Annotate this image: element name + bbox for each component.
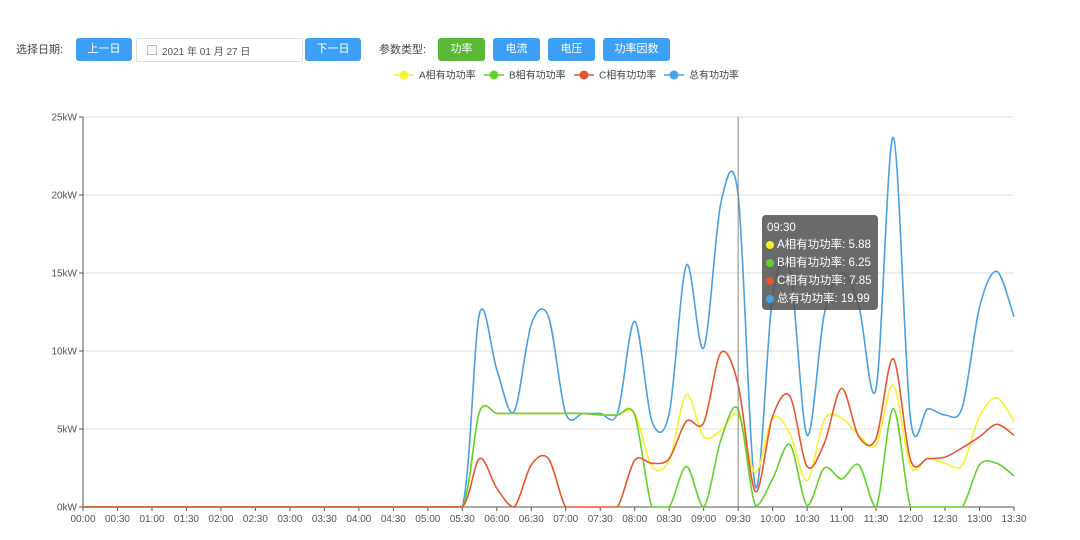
date-picker-input[interactable]: 2021 年 01 月 27 日 bbox=[136, 38, 303, 62]
legend-label: 总有功功率 bbox=[689, 69, 739, 82]
x-tick-label: 05:00 bbox=[415, 514, 440, 525]
legend-swatch-dot bbox=[399, 70, 409, 80]
dot-total-icon bbox=[766, 295, 774, 303]
x-tick-label: 11:30 bbox=[864, 514, 889, 525]
x-tick-label: 11:00 bbox=[829, 514, 854, 525]
type-voltage-button[interactable]: 电压 bbox=[548, 38, 595, 61]
x-tick-label: 00:00 bbox=[70, 514, 95, 525]
type-power-button[interactable]: 功率 bbox=[438, 38, 485, 61]
dot-a-icon bbox=[766, 241, 774, 249]
series-b-line bbox=[82, 404, 1015, 508]
tooltip-row-a: A相有功功率: 5.88 bbox=[766, 237, 871, 253]
series-a-line bbox=[82, 384, 1015, 508]
y-tick-label: 10kW bbox=[51, 347, 77, 358]
x-tick-label: 12:30 bbox=[933, 514, 958, 525]
series-c-line bbox=[82, 350, 1015, 508]
legend-swatch-dot bbox=[669, 70, 679, 80]
x-tick-label: 09:00 bbox=[691, 514, 716, 525]
param-type-label: 参数类型: bbox=[379, 44, 427, 56]
tooltip-row-c: C相有功功率: 7.85 bbox=[766, 273, 872, 289]
type-current-button[interactable]: 电流 bbox=[493, 38, 540, 61]
legend-label: C相有功功率 bbox=[599, 69, 656, 82]
tooltip-total-text: 总有功功率: 19.99 bbox=[777, 293, 870, 305]
x-tick-label: 12:00 bbox=[898, 514, 923, 525]
x-tick-label: 07:30 bbox=[588, 514, 613, 525]
chart-tooltip: 09:30 A相有功功率: 5.88 B相有功功率: 6.25 C相有功功率: … bbox=[762, 215, 878, 310]
x-tick-label: 03:00 bbox=[277, 514, 302, 525]
x-tick-label: 13:00 bbox=[967, 514, 992, 525]
tooltip-row-total: 总有功功率: 19.99 bbox=[766, 291, 870, 307]
x-tick-label: 04:00 bbox=[346, 514, 371, 525]
x-tick-label: 01:00 bbox=[139, 514, 164, 525]
x-tick-label: 01:30 bbox=[174, 514, 199, 525]
x-tick-label: 06:00 bbox=[484, 514, 509, 525]
x-tick-label: 03:30 bbox=[312, 514, 337, 525]
y-axis: 0kW 5kW 10kW 15kW 20kW 25kW bbox=[51, 113, 84, 514]
series-total-line bbox=[82, 136, 1015, 508]
x-tick-label: 13:30 bbox=[1001, 514, 1026, 525]
chart-legend: A相有功功率 B相有功功率 C相有功功率 总有功功率 bbox=[394, 69, 739, 82]
y-tick-label: 20kW bbox=[51, 191, 77, 202]
tooltip-b-text: B相有功功率: 6.25 bbox=[777, 257, 871, 269]
dot-b-icon bbox=[766, 259, 774, 267]
tooltip-row-b: B相有功功率: 6.25 bbox=[766, 255, 871, 271]
y-tick-label: 25kW bbox=[51, 113, 77, 124]
y-tick-label: 0kW bbox=[57, 503, 78, 514]
type-power-factor-button[interactable]: 功率因数 bbox=[603, 38, 670, 61]
chart-series bbox=[82, 136, 1015, 508]
next-day-button[interactable]: 下一日 bbox=[305, 38, 361, 61]
legend-swatch-dot bbox=[579, 70, 589, 80]
x-tick-label: 02:30 bbox=[243, 514, 268, 525]
x-axis: 00:00 00:30 01:00 01:30 02:00 02:30 03:00 03:30… bbox=[70, 507, 1027, 525]
toolbar: 选择日期: 上一日 2021 年 01 月 27 日 下一日 参数类型: 功率 … bbox=[0, 0, 1080, 62]
prev-day-button[interactable]: 上一日 bbox=[76, 38, 132, 61]
x-tick-label: 08:30 bbox=[657, 514, 682, 525]
x-tick-label: 00:30 bbox=[105, 514, 130, 525]
chart-grid bbox=[83, 116, 1014, 508]
dot-c-icon bbox=[766, 277, 774, 285]
date-label: 选择日期: bbox=[16, 44, 64, 56]
legend-swatch-dot bbox=[489, 70, 499, 80]
x-tick-label: 05:30 bbox=[450, 514, 475, 525]
x-tick-label: 08:00 bbox=[622, 514, 647, 525]
legend-label: A相有功功率 bbox=[419, 69, 476, 82]
legend-label: B相有功功率 bbox=[509, 69, 566, 82]
x-tick-label: 09:30 bbox=[726, 514, 751, 525]
x-tick-label: 06:30 bbox=[519, 514, 544, 525]
x-tick-label: 10:30 bbox=[795, 514, 820, 525]
calendar-icon bbox=[147, 45, 157, 55]
tooltip-time: 09:30 bbox=[767, 222, 796, 234]
tooltip-c-text: C相有功功率: 7.85 bbox=[777, 275, 872, 287]
x-tick-label: 10:00 bbox=[760, 514, 785, 525]
tooltip-a-text: A相有功功率: 5.88 bbox=[777, 239, 871, 251]
date-value: 2021 年 01 月 27 日 bbox=[162, 47, 251, 58]
y-tick-label: 15kW bbox=[51, 269, 77, 280]
y-tick-label: 5kW bbox=[57, 425, 78, 436]
x-tick-label: 07:00 bbox=[553, 514, 578, 525]
x-tick-label: 04:30 bbox=[381, 514, 406, 525]
x-tick-label: 02:00 bbox=[208, 514, 233, 525]
